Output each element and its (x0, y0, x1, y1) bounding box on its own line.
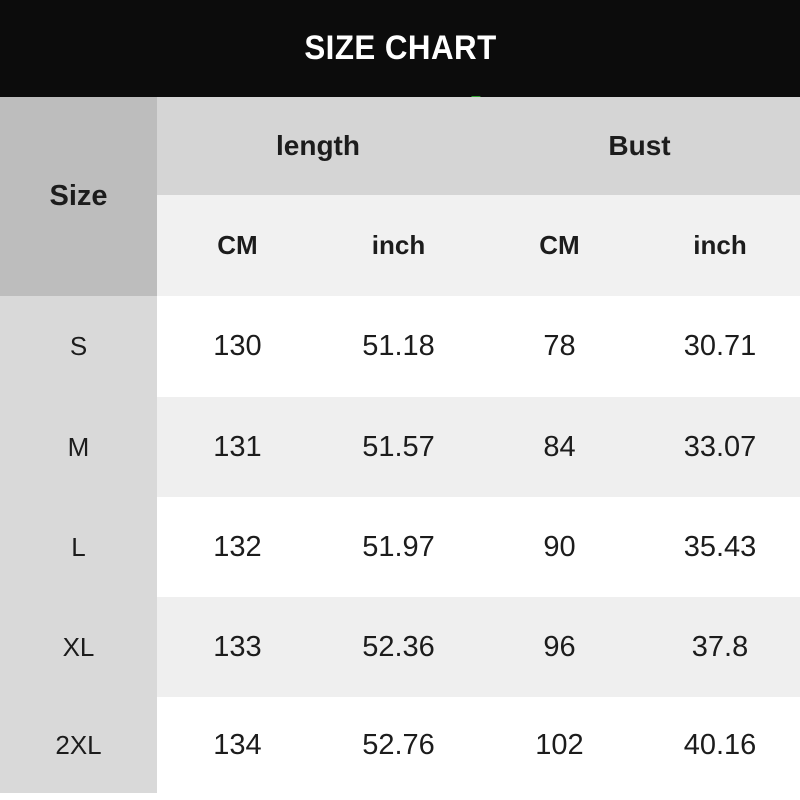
cell-2xl-bust-inch: 40.16 (640, 697, 800, 793)
cell-m-length-cm: 131 (157, 397, 318, 497)
cell-s-length-cm: 130 (157, 296, 318, 397)
cell-2xl-bust-cm: 102 (479, 697, 640, 793)
cell-m-length-inch: 51.57 (318, 397, 479, 497)
cell-xl-length-cm: 133 (157, 597, 318, 697)
cell-l-bust-inch: 35.43 (640, 497, 800, 597)
size-chart-table: Size length Bust CM inch CM inch S 130 5… (0, 97, 800, 793)
cell-l-length-inch: 51.97 (318, 497, 479, 597)
cell-s-length-inch: 51.18 (318, 296, 479, 397)
page-title: SIZE CHART (303, 29, 497, 67)
group-header-length: length (157, 97, 479, 195)
row-label-2xl: 2XL (0, 697, 157, 793)
cell-l-bust-cm: 90 (479, 497, 640, 597)
cell-l-length-cm: 132 (157, 497, 318, 597)
row-label-l: L (0, 497, 157, 597)
unit-header-length-inch: inch (318, 195, 479, 296)
cell-s-bust-cm: 78 (479, 296, 640, 397)
size-column-header: Size (0, 97, 157, 296)
row-label-m: M (0, 397, 157, 497)
cell-2xl-length-cm: 134 (157, 697, 318, 793)
row-label-xl: XL (0, 597, 157, 697)
cell-xl-bust-cm: 96 (479, 597, 640, 697)
row-label-s: S (0, 296, 157, 397)
cell-xl-length-inch: 52.36 (318, 597, 479, 697)
cell-xl-bust-inch: 37.8 (640, 597, 800, 697)
cell-2xl-length-inch: 52.76 (318, 697, 479, 793)
unit-header-length-cm: CM (157, 195, 318, 296)
unit-header-bust-cm: CM (479, 195, 640, 296)
unit-header-bust-inch: inch (640, 195, 800, 296)
cell-m-bust-cm: 84 (479, 397, 640, 497)
title-bar: SIZE CHART (0, 0, 800, 97)
group-header-bust: Bust (479, 97, 800, 195)
cell-m-bust-inch: 33.07 (640, 397, 800, 497)
cell-s-bust-inch: 30.71 (640, 296, 800, 397)
